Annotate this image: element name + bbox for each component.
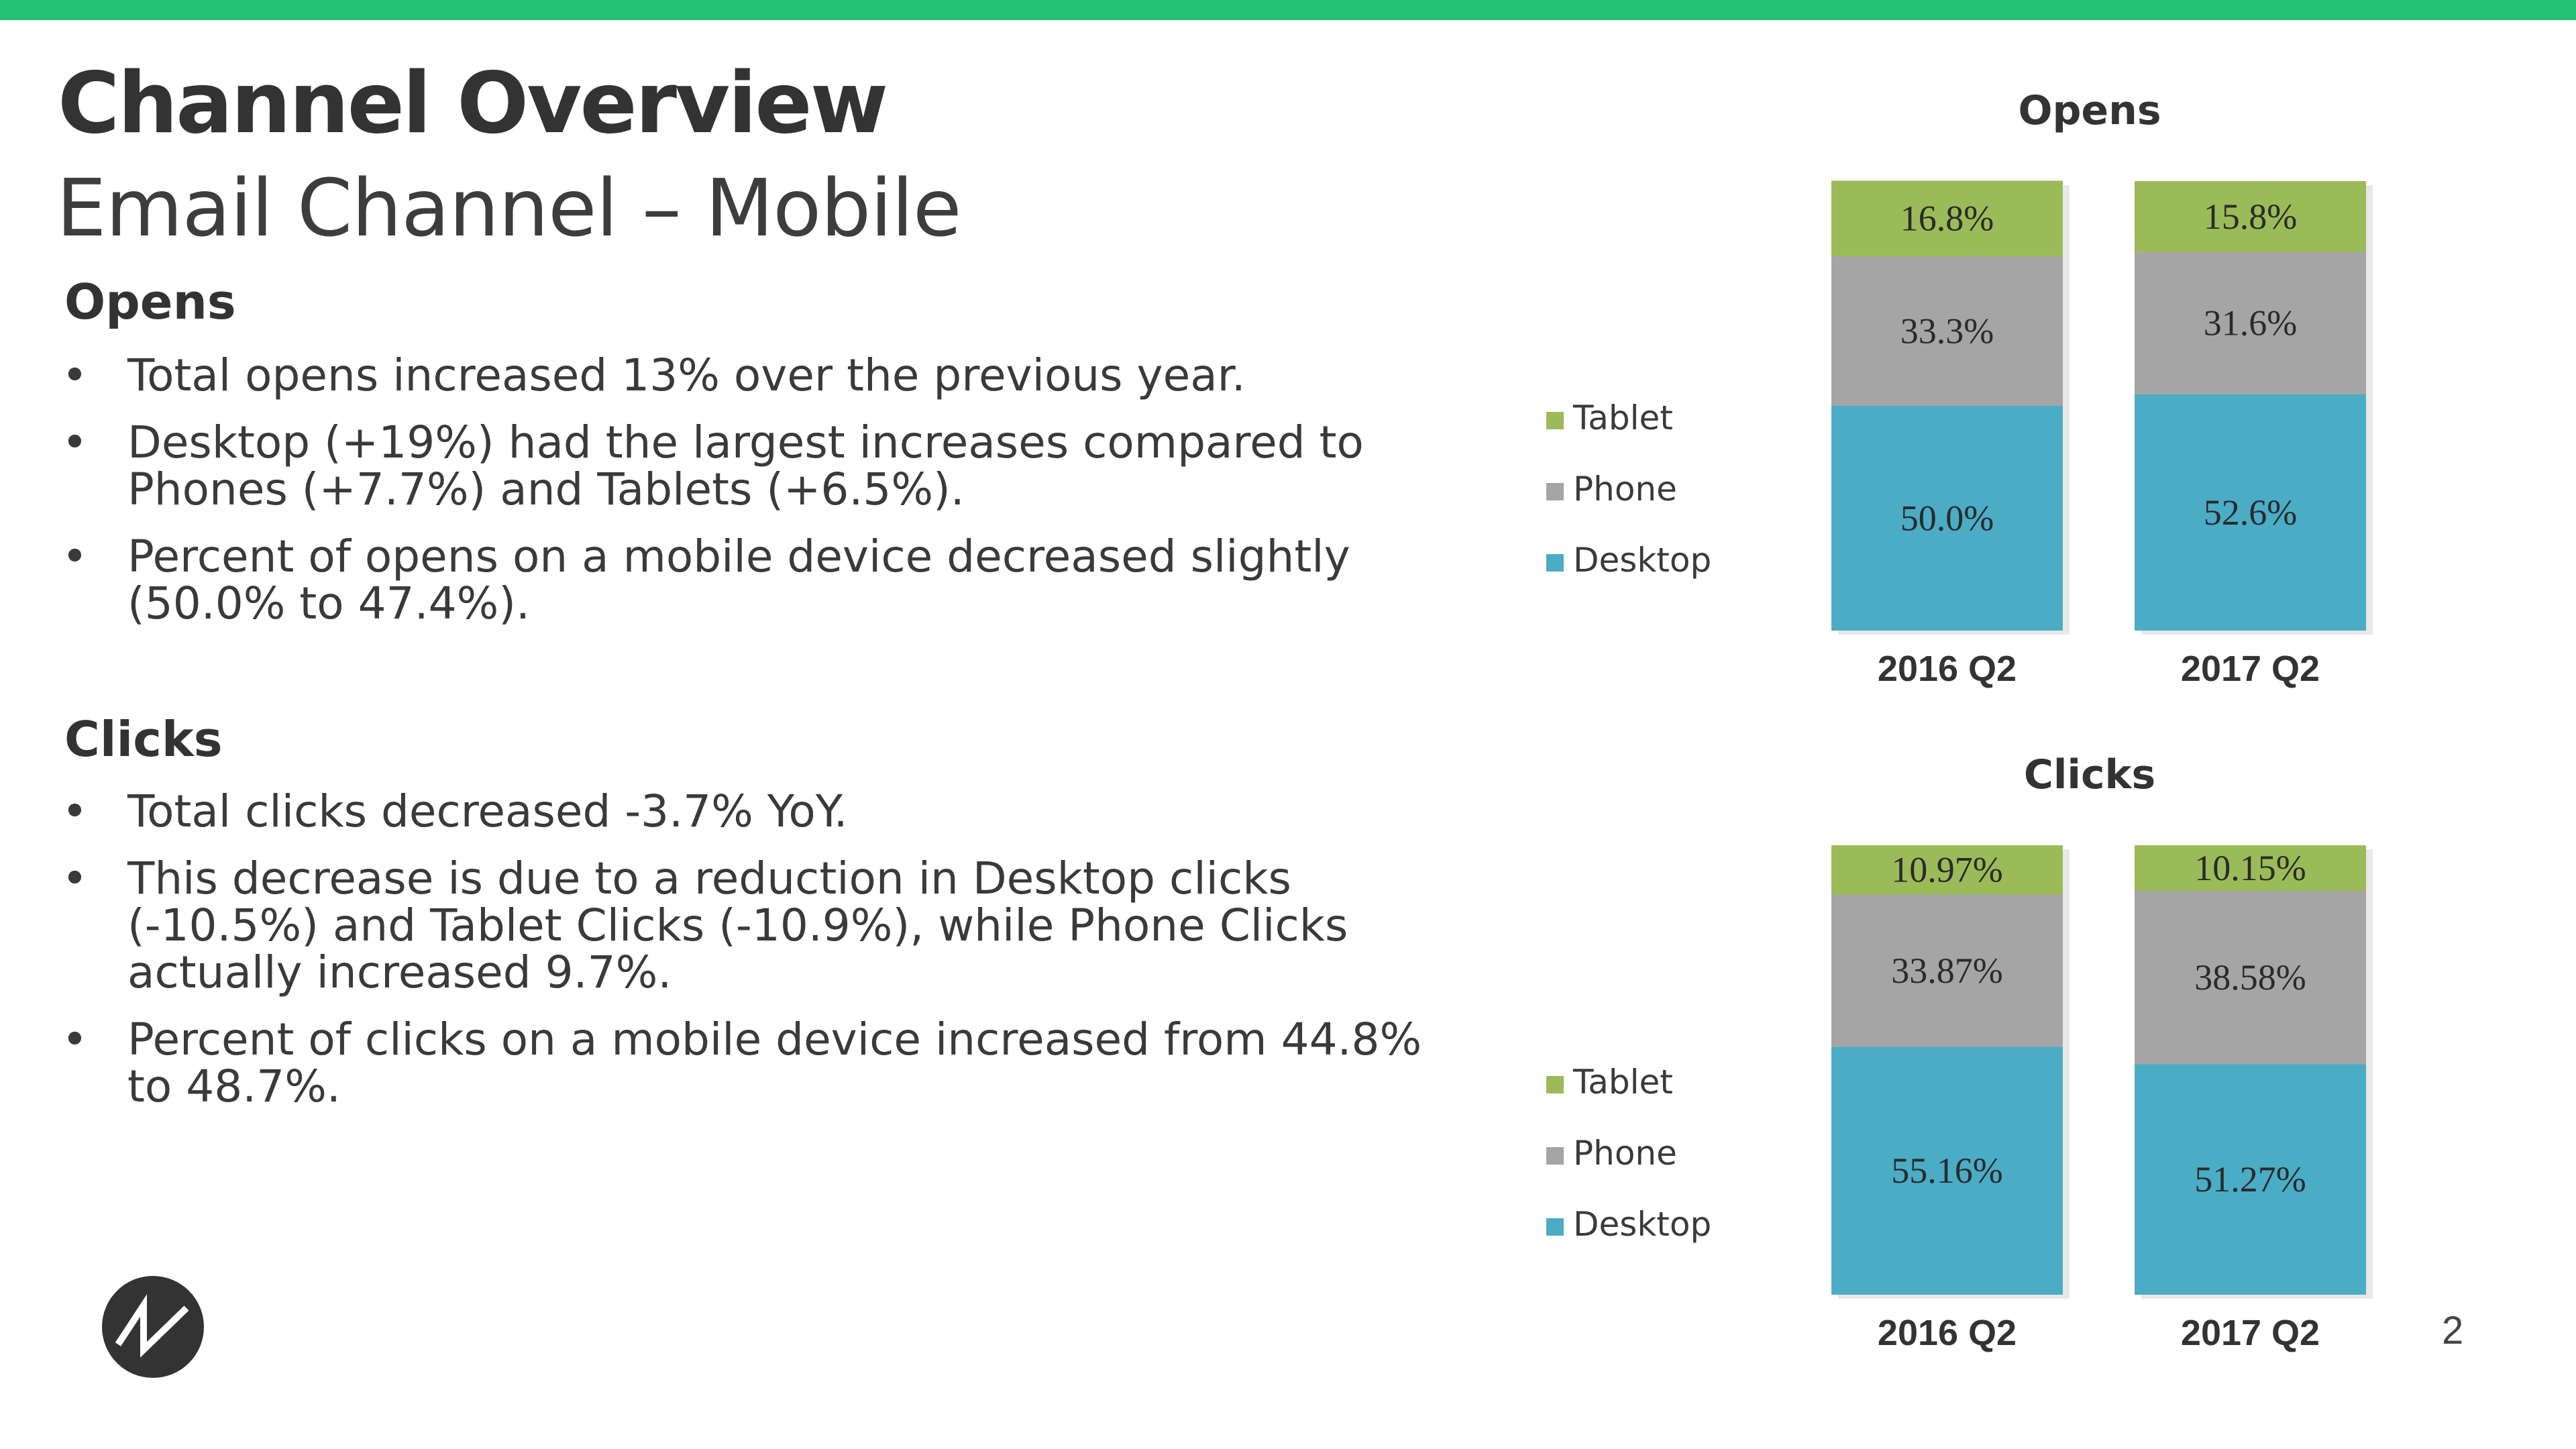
bar-segment-tablet (1831, 180, 2063, 256)
data-label: 50.0% (1900, 498, 1994, 539)
legend-swatch-tablet (1546, 1076, 1564, 1093)
chart-title: Clicks (2024, 751, 2155, 798)
data-label: 31.6% (2204, 303, 2297, 343)
opens-bullets: • Total opens increased 13% over the prev… (58, 352, 1440, 647)
clicks-heading: Clicks (64, 711, 223, 767)
legend-label: Phone (1573, 1134, 1677, 1173)
bullet-text: Desktop (+19%) had the largest increases… (127, 417, 1364, 515)
bullet-dot: • (62, 786, 88, 837)
data-label: 55.16% (1891, 1150, 2002, 1191)
bullet-text: Total clicks decreased -3.7% YoY. (127, 786, 848, 837)
bullet-dot: • (62, 350, 88, 401)
company-logo (102, 1276, 204, 1378)
bar-segment-desktop (2135, 1064, 2366, 1295)
bullet-text: Percent of clicks on a mobile device inc… (127, 1014, 1422, 1112)
data-label: 15.8% (2204, 197, 2297, 237)
opens-chart: Opens 50.0% 33.3% 16.8% 2016 Q2 52.6% 31.6% 15.… (1546, 87, 2373, 689)
legend-label: Desktop (1573, 541, 1711, 580)
category-label: 2016 Q2 (1878, 649, 2017, 689)
chart-title: Opens (2018, 87, 2161, 134)
bar-segment-desktop (1831, 406, 2063, 631)
category-label: 2017 Q2 (2181, 1313, 2320, 1353)
data-label: 10.97% (1891, 850, 2002, 890)
list-item: • Total clicks decreased -3.7% YoY. (58, 788, 1440, 835)
data-label: 10.15% (2194, 848, 2306, 888)
data-label: 52.6% (2204, 492, 2297, 533)
list-item: • Total opens increased 13% over the prev… (58, 352, 1440, 399)
data-label: 33.87% (1891, 951, 2002, 991)
bar-segment-desktop (1831, 1046, 2063, 1295)
list-item: • Percent of opens on a mobile device dec… (58, 533, 1440, 627)
category-label: 2016 Q2 (1878, 1313, 2017, 1353)
data-label: 51.27% (2194, 1159, 2306, 1199)
top-accent-bar (0, 0, 2576, 20)
bullet-text: Total opens increased 13% over the previ… (127, 350, 1246, 401)
clicks-bullets: • Total clicks decreased -3.7% YoY. • This… (58, 788, 1440, 1130)
legend-swatch-tablet (1546, 412, 1564, 429)
bullet-dot: • (62, 1014, 88, 1065)
bar-segment-phone (1831, 894, 2063, 1047)
bar-segment-phone (2135, 252, 2366, 394)
legend-swatch-desktop (1546, 554, 1564, 572)
bullet-dot: • (62, 531, 88, 582)
bullet-text: This decrease is due to a reduction in D… (127, 853, 1348, 998)
legend-swatch-phone (1546, 483, 1564, 500)
clicks-chart: Clicks 55.16% 33.87% 10.97% 2016 Q2 51.27% 38.… (1546, 751, 2373, 1353)
data-label: 38.58% (2194, 957, 2306, 998)
legend-label: Tablet (1572, 1063, 1673, 1102)
legend-label: Desktop (1573, 1205, 1711, 1244)
bar-segment-tablet (2135, 181, 2366, 252)
bar-segment-tablet (1831, 845, 2063, 895)
list-item: • This decrease is due to a reduction in … (58, 855, 1440, 996)
bullet-dot: • (62, 853, 88, 904)
page-title: Channel Overview (58, 54, 888, 152)
opens-heading: Opens (64, 274, 236, 330)
bullet-dot: • (62, 417, 88, 468)
legend-label: Tablet (1572, 398, 1673, 437)
page-number: 2 (2442, 1309, 2464, 1352)
bar-segment-tablet (2135, 845, 2366, 892)
bar-segment-phone (2135, 891, 2366, 1065)
category-label: 2017 Q2 (2181, 649, 2320, 689)
list-item: • Percent of clicks on a mobile device in… (58, 1016, 1440, 1110)
list-item: • Desktop (+19%) had the largest increase… (58, 419, 1440, 513)
legend-swatch-phone (1546, 1147, 1564, 1165)
page-subtitle: Email Channel – Mobile (56, 162, 961, 254)
bullet-text: Percent of opens on a mobile device decr… (127, 531, 1350, 629)
legend-swatch-desktop (1546, 1218, 1564, 1236)
data-label: 16.8% (1900, 199, 1994, 239)
bar-segment-desktop (2135, 394, 2366, 631)
bar-segment-phone (1831, 256, 2063, 406)
legend-label: Phone (1573, 470, 1677, 508)
data-label: 33.3% (1900, 311, 1994, 351)
